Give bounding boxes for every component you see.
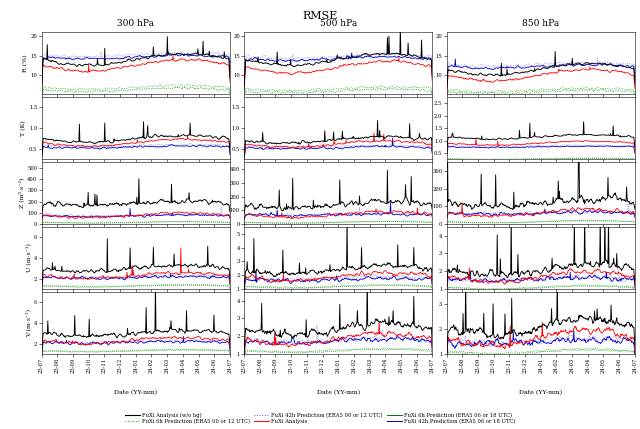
Legend: FuXi Analysis (w/o bg), FuXi 6h Prediction (ERA5 00 or 12 UTC), FuXi 42h Predict: FuXi Analysis (w/o bg), FuXi 6h Predicti… bbox=[123, 411, 517, 426]
X-axis label: Date (YY-mm): Date (YY-mm) bbox=[317, 390, 360, 395]
Text: 300 hPa: 300 hPa bbox=[117, 19, 154, 28]
X-axis label: Date (YY-mm): Date (YY-mm) bbox=[114, 390, 157, 395]
Y-axis label: V (m·s⁻¹): V (m·s⁻¹) bbox=[26, 309, 31, 337]
Y-axis label: Z (m²·s⁻²): Z (m²·s⁻²) bbox=[19, 178, 24, 208]
Y-axis label: R (%): R (%) bbox=[23, 54, 28, 72]
Text: 500 hPa: 500 hPa bbox=[319, 19, 357, 28]
Y-axis label: U (m·s⁻¹): U (m·s⁻¹) bbox=[26, 244, 31, 272]
Text: 850 hPa: 850 hPa bbox=[522, 19, 559, 28]
Y-axis label: T (K): T (K) bbox=[21, 120, 26, 136]
Text: RMSE: RMSE bbox=[302, 11, 338, 21]
X-axis label: Date (YY-mm): Date (YY-mm) bbox=[519, 390, 563, 395]
